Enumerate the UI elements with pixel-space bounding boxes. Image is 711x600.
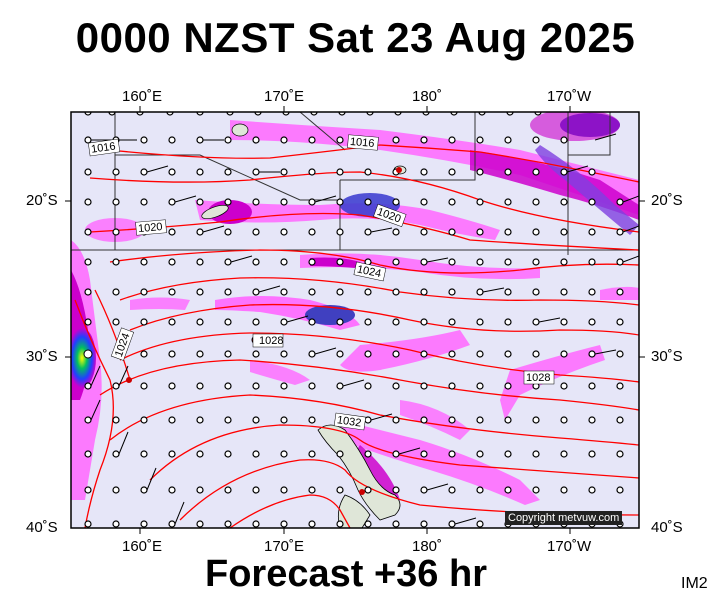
precipitation-layer	[71, 112, 639, 528]
lon-label-bottom: 170˚W	[547, 538, 592, 555]
lon-label-top: 170˚E	[264, 88, 305, 105]
lat-label-left: 40˚S	[26, 519, 58, 536]
map-title: 0000 NZST Sat 23 Aug 2025	[75, 14, 636, 61]
lon-label-bottom: 180˚	[412, 538, 443, 555]
map-frame	[70, 111, 640, 529]
isobar-label: 1020	[138, 221, 163, 235]
lon-label-bottom: 160˚E	[122, 538, 163, 555]
lon-label-top: 180˚	[412, 88, 443, 105]
lon-label-top: 170˚W	[547, 88, 592, 105]
forecast-label: Forecast +36 hr	[205, 553, 487, 595]
isobar-label: 1016	[90, 140, 116, 155]
lon-label-bottom: 170˚E	[264, 538, 305, 555]
isobar-label: 1028	[259, 335, 283, 347]
copyright-notice: Copyright metvuw.com	[505, 511, 623, 525]
lat-label-left: 30˚S	[26, 348, 58, 365]
lon-label-top: 160˚E	[122, 88, 163, 105]
isobar-label: 1028	[526, 372, 550, 384]
lat-label-right: 40˚S	[651, 519, 683, 536]
wind-barbs	[84, 112, 624, 528]
lat-label-right: 30˚S	[651, 348, 683, 365]
isobar-label: 1024	[356, 263, 382, 280]
image-tag: IM2	[681, 575, 708, 592]
isobar-label: 1032	[336, 414, 362, 429]
lat-label-left: 20˚S	[26, 192, 58, 209]
isobar-labels: 1016 1016 1020 1020 1024 1024 1028 1028 …	[88, 134, 555, 431]
isobar-label: 1016	[349, 136, 374, 150]
lat-label-right: 20˚S	[651, 192, 683, 209]
